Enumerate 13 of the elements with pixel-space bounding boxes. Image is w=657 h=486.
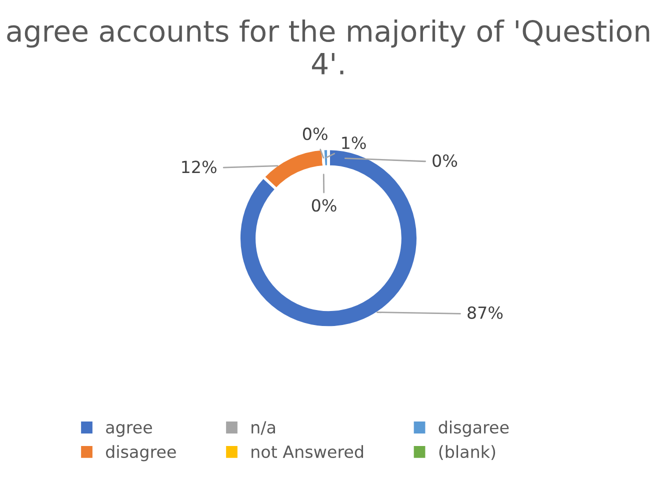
- legend-label: disagree: [106, 445, 176, 462]
- chart-title: agree accounts for the majority of 'Question 4'.: [7, 19, 650, 74]
- text: 0%: [312, 199, 336, 212]
- text: 0%: [432, 154, 458, 167]
- legend-label: agree: [106, 424, 152, 437]
- text: 0%: [302, 128, 328, 140]
- legend-label: n/a: [252, 421, 275, 435]
- legend-label: (blank): [439, 445, 496, 460]
- data-label: 12%: [182, 160, 216, 174]
- legend-label: not Answered: [252, 445, 364, 458]
- data-label: 1%: [342, 136, 366, 150]
- legend-label: disgaree: [438, 420, 509, 437]
- data-label: 87%: [468, 306, 503, 319]
